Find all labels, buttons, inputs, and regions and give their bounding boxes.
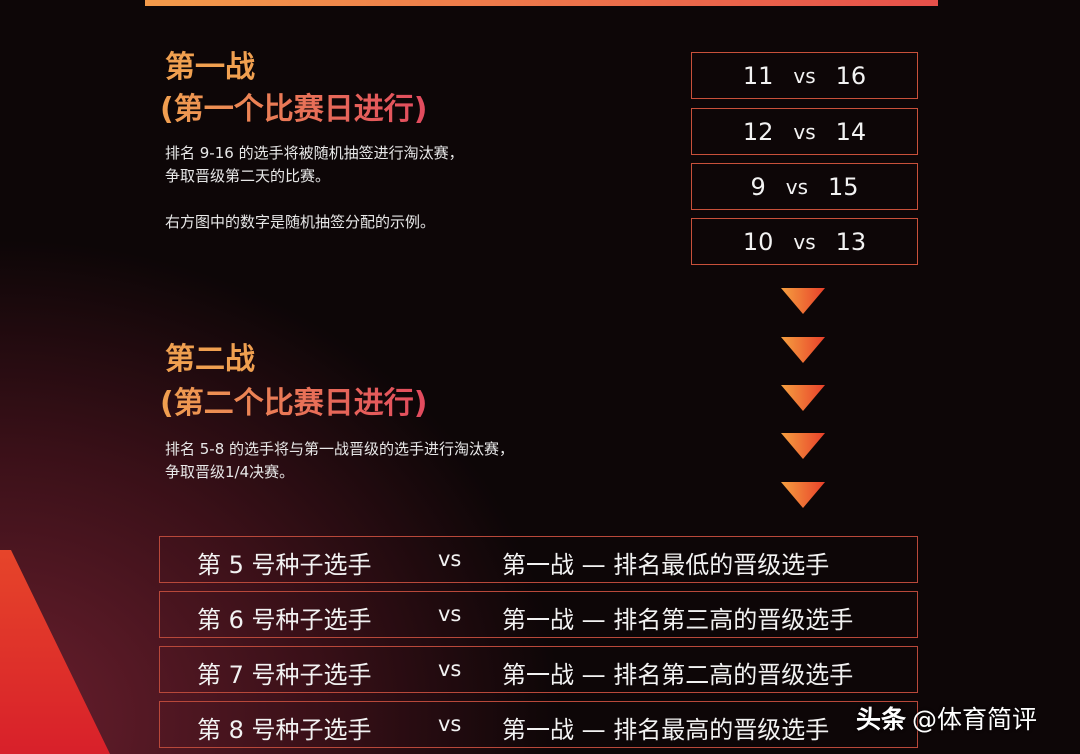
match-box: 10 vs 13 <box>691 218 918 265</box>
opponent-label: 第一战 — 排名最高的晋级选手 <box>502 716 830 744</box>
desc-line: 排名 9-16 的选手将被随机抽签进行淘汰赛， <box>165 144 464 162</box>
player-a: 9 <box>750 172 766 201</box>
down-arrow-icon <box>781 385 825 411</box>
note-line: 右方图中的数字是随机抽签分配的示例。 <box>165 213 436 231</box>
opponent-label: 第一战 — 排名第三高的晋级选手 <box>502 606 854 634</box>
player-b: 14 <box>835 117 867 146</box>
desc-line: 争取晋级第二天的比赛。 <box>165 167 331 185</box>
decorative-red-shape <box>0 550 110 754</box>
round2-subtitle: (第二个比赛日进行) <box>160 384 427 424</box>
round1-description: 排名 9-16 的选手将被随机抽签进行淘汰赛， 争取晋级第二天的比赛。 右方图中… <box>165 142 464 234</box>
seed-match-row: 第 7 号种子选手 vs 第一战 — 排名第二高的晋级选手 <box>159 646 918 693</box>
vs-label: vs <box>438 712 462 736</box>
vs-label: vs <box>793 63 816 88</box>
round1-title: 第一战 <box>165 50 255 85</box>
watermark-account: @体育简评 <box>912 705 1038 734</box>
top-accent-bar <box>145 0 938 6</box>
player-b: 15 <box>828 172 859 201</box>
match-box: 9 vs 15 <box>691 163 918 210</box>
watermark-brand: 头条 <box>856 705 907 734</box>
down-arrow-icon <box>781 337 825 363</box>
player-a: 12 <box>742 117 774 146</box>
round2-title: 第二战 <box>165 342 255 377</box>
seed-match-row: 第 8 号种子选手 vs 第一战 — 排名最高的晋级选手 <box>159 701 918 748</box>
seed-label: 第 6 号种子选手 <box>197 606 372 634</box>
vs-label: vs <box>438 547 462 571</box>
seed-match-row: 第 6 号种子选手 vs 第一战 — 排名第三高的晋级选手 <box>159 591 918 638</box>
vs-label: vs <box>793 119 816 144</box>
seed-label: 第 7 号种子选手 <box>197 661 372 689</box>
seed-label: 第 8 号种子选手 <box>197 716 372 744</box>
watermark: 头条 @体育简评 <box>856 700 1037 736</box>
match-box: 11 vs 16 <box>691 52 918 99</box>
seed-match-row: 第 5 号种子选手 vs 第一战 — 排名最低的晋级选手 <box>159 536 918 583</box>
opponent-label: 第一战 — 排名最低的晋级选手 <box>502 551 830 579</box>
desc-line: 排名 5-8 的选手将与第一战晋级的选手进行淘汰赛， <box>165 440 515 458</box>
down-arrow-icon <box>781 433 825 459</box>
vs-label: vs <box>793 229 816 254</box>
desc-line: 争取晋级1/4决赛。 <box>165 463 295 481</box>
seed-label: 第 5 号种子选手 <box>197 551 372 579</box>
player-b: 16 <box>835 61 867 90</box>
round1-subtitle: (第一个比赛日进行) <box>160 90 427 130</box>
down-arrow-icon <box>781 482 825 508</box>
match-box: 12 vs 14 <box>691 108 918 155</box>
vs-label: vs <box>785 174 808 199</box>
player-a: 11 <box>742 61 774 90</box>
vs-label: vs <box>438 602 462 626</box>
opponent-label: 第一战 — 排名第二高的晋级选手 <box>502 661 854 689</box>
vs-label: vs <box>438 657 462 681</box>
player-b: 13 <box>835 227 867 256</box>
player-a: 10 <box>742 227 774 256</box>
down-arrow-icon <box>781 288 825 314</box>
round2-description: 排名 5-8 的选手将与第一战晋级的选手进行淘汰赛， 争取晋级1/4决赛。 <box>165 438 514 484</box>
